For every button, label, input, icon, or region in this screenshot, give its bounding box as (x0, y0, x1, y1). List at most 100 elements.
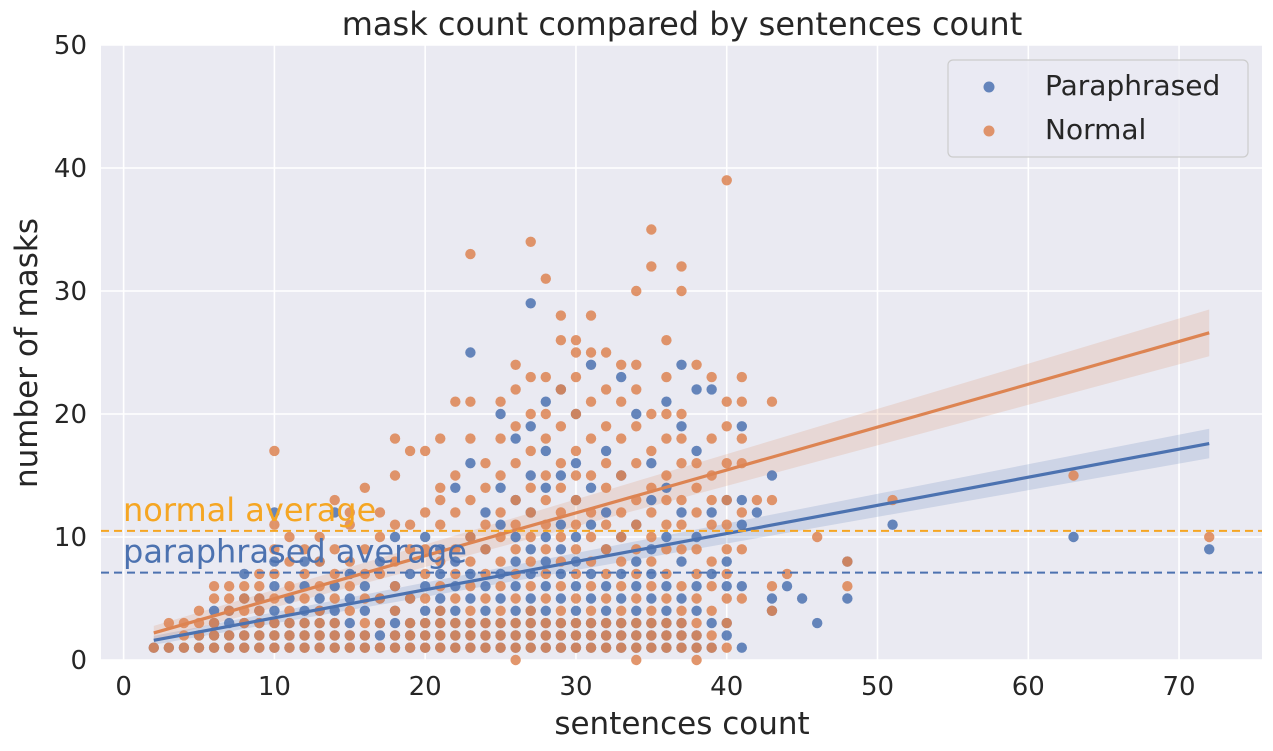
data-point (721, 581, 732, 592)
data-point (540, 396, 551, 407)
regression-line (153, 441, 1210, 642)
data-point (600, 384, 612, 395)
data-point (163, 642, 175, 653)
data-point (269, 630, 280, 641)
data-point (706, 605, 717, 616)
data-point (766, 396, 778, 407)
data-point (510, 458, 521, 469)
data-point (510, 556, 521, 567)
data-point (721, 458, 732, 469)
data-point (495, 519, 506, 530)
data-point (736, 519, 748, 530)
data-points (148, 175, 1215, 666)
y-tick-label: 50 (54, 31, 87, 61)
data-point (450, 605, 461, 616)
data-point (631, 421, 642, 432)
data-point (374, 531, 386, 543)
data-point (600, 617, 612, 629)
data-point (646, 507, 657, 518)
data-point (510, 630, 521, 641)
data-point (706, 507, 717, 518)
data-point (676, 359, 687, 370)
data-point (359, 544, 371, 555)
data-point (691, 384, 702, 395)
data-point (766, 605, 778, 616)
data-point (510, 494, 521, 506)
data-point (314, 531, 325, 543)
data-point (570, 642, 582, 653)
data-point (676, 630, 687, 641)
data-point (525, 236, 536, 247)
data-point (359, 581, 371, 592)
data-point (585, 482, 597, 493)
data-point (540, 445, 551, 457)
data-point (570, 630, 582, 641)
data-point (570, 371, 582, 383)
data-point (344, 617, 355, 629)
data-point (631, 617, 642, 629)
data-point (374, 617, 386, 629)
data-point (1068, 470, 1079, 481)
data-point (736, 642, 748, 653)
data-point (465, 347, 476, 358)
data-point (223, 581, 235, 592)
data-point (389, 531, 401, 543)
data-point (329, 593, 340, 604)
data-point (721, 556, 732, 567)
data-point (676, 421, 687, 432)
data-point (600, 482, 612, 493)
data-point (404, 630, 416, 641)
data-point (480, 630, 491, 641)
data-point (676, 617, 687, 629)
data-point (344, 630, 355, 641)
data-point (887, 519, 898, 530)
data-point (510, 654, 521, 666)
data-point (585, 310, 597, 321)
data-point (344, 507, 355, 518)
data-point (419, 642, 431, 653)
data-point (570, 347, 582, 358)
data-point (540, 470, 551, 481)
data-point (480, 544, 491, 555)
data-point (570, 544, 582, 555)
data-point (495, 593, 506, 604)
data-point (525, 298, 536, 309)
x-tick-label: 60 (1012, 672, 1045, 702)
data-point (525, 482, 536, 493)
data-point (389, 433, 401, 444)
data-point (284, 556, 295, 567)
data-point (525, 445, 536, 457)
data-point (691, 654, 702, 666)
x-tick-label: 50 (861, 672, 894, 702)
data-point (706, 568, 717, 580)
tick-labels: 0 10 20 30 40 50 60 70 0 10 20 30 40 50 (54, 31, 1196, 702)
data-point (284, 630, 295, 641)
data-point (269, 568, 280, 580)
data-point (781, 581, 793, 592)
data-point (465, 617, 476, 629)
data-point (374, 556, 386, 567)
data-point (600, 581, 612, 592)
data-point (389, 581, 401, 592)
data-point (450, 617, 461, 629)
data-point (419, 617, 431, 629)
data-point (691, 642, 702, 653)
data-point (751, 494, 763, 506)
data-point (314, 642, 325, 653)
data-point (721, 544, 732, 555)
data-point (540, 273, 551, 284)
data-point (691, 482, 702, 493)
data-point (600, 630, 612, 641)
data-point (510, 359, 521, 370)
x-tick-label: 20 (409, 672, 442, 702)
data-point (419, 568, 431, 580)
data-point (495, 433, 506, 444)
data-point (329, 494, 340, 506)
data-point (435, 593, 446, 604)
data-point (721, 494, 732, 506)
data-point (495, 396, 506, 407)
data-point (796, 593, 808, 604)
data-point (389, 630, 401, 641)
data-point (721, 568, 732, 580)
